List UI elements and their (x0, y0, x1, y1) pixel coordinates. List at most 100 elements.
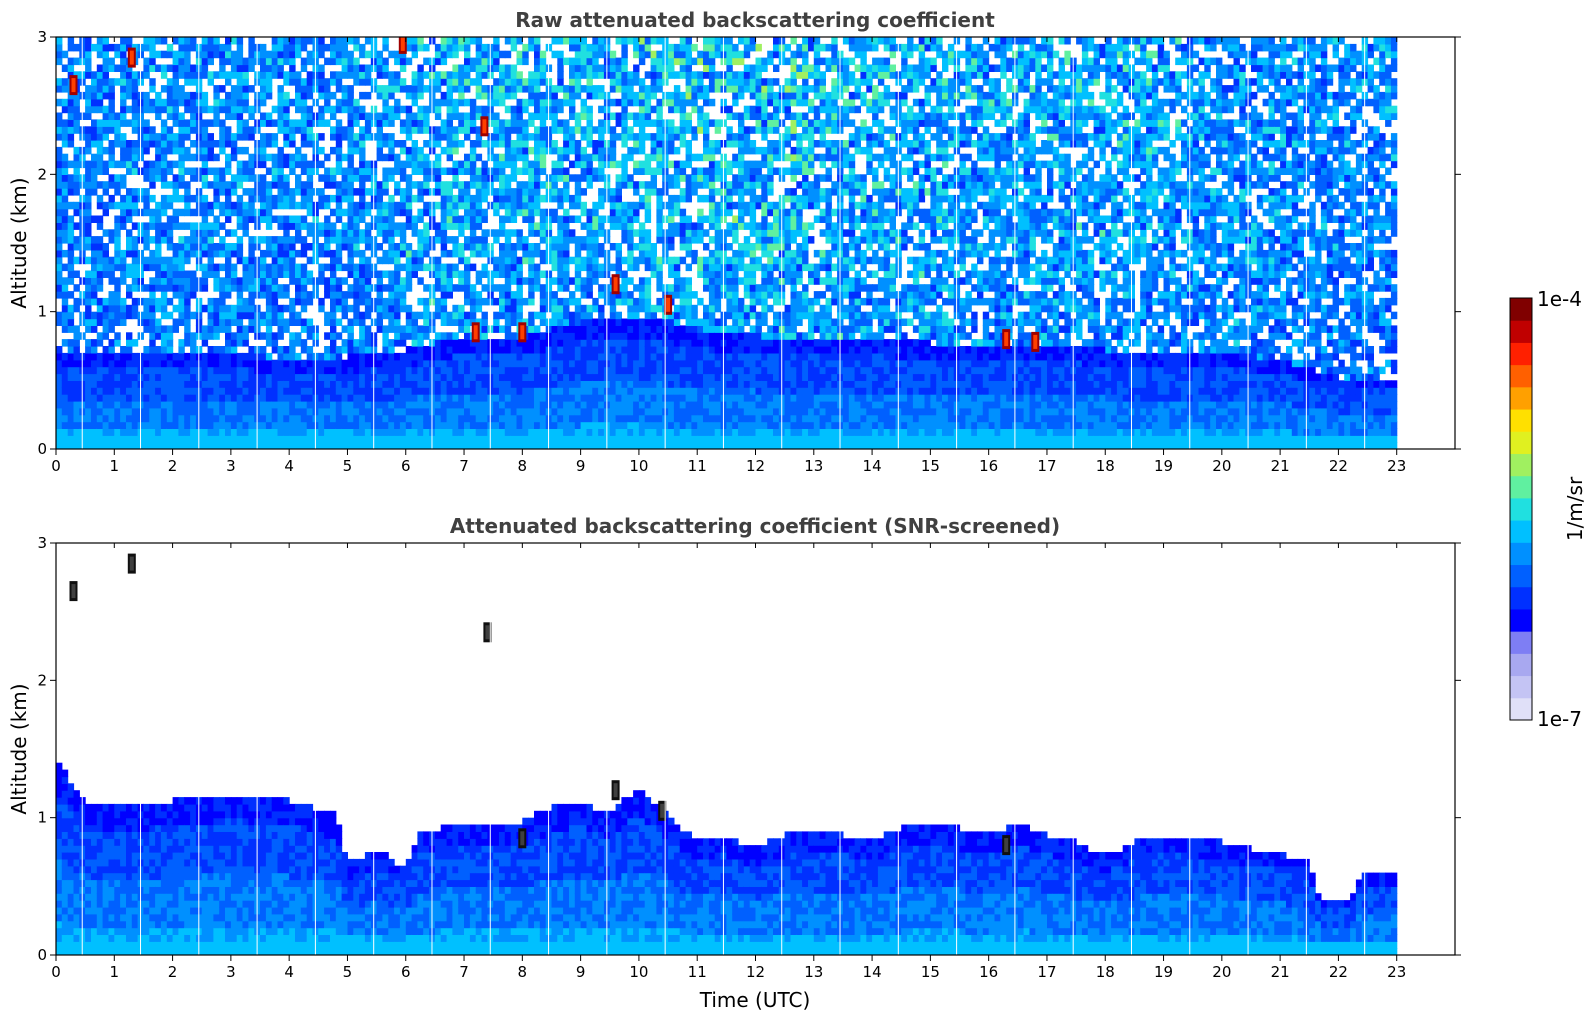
panel-raw-title: Raw attenuated backscattering coefficien… (515, 8, 995, 32)
colorbar-segment (1510, 453, 1532, 477)
x-tick-label: 2 (168, 457, 178, 475)
x-tick-label: 21 (1271, 963, 1290, 981)
colorbar-segment (1510, 497, 1532, 521)
aerosol-layer (518, 322, 527, 343)
x-tick-label: 16 (979, 963, 998, 981)
aerosol-layer (483, 622, 492, 643)
colorbar-min-label: 1e-7 (1537, 707, 1582, 731)
aerosol-layer (1031, 331, 1040, 352)
x-tick-label: 6 (401, 963, 411, 981)
y-tick-label: 3 (37, 28, 47, 46)
colorbar: 1e-4 1e-7 1/m/sr (1509, 287, 1587, 731)
y-tick-label: 1 (37, 303, 47, 321)
x-tick-label: 22 (1329, 963, 1348, 981)
aerosol-layer (398, 37, 407, 54)
colorbar-segment (1510, 542, 1532, 566)
x-tick-label: 8 (518, 457, 528, 475)
colorbar-label: 1/m/sr (1563, 476, 1587, 541)
panel-screened-x-ticks: 0 1 2 3 4 5 6 7 8 9 10 11 12 13 14 15 16 17 18 19 20 21 22 23 (51, 543, 1406, 981)
aerosol-layer (127, 47, 136, 68)
aerosol-layer (1002, 835, 1011, 856)
x-tick-label: 17 (1037, 457, 1056, 475)
panel-screened-y-ticks: 0 1 2 3 (37, 534, 1461, 964)
x-tick-label: 21 (1271, 457, 1290, 475)
x-tick-label: 10 (629, 963, 648, 981)
colorbar-segment (1510, 342, 1532, 366)
x-tick-label: 9 (576, 457, 586, 475)
aerosol-layer (127, 553, 136, 574)
colorbar-frame (1509, 297, 1533, 721)
x-tick-label: 12 (746, 457, 765, 475)
colorbar-segment (1510, 386, 1532, 410)
x-tick-label: 22 (1329, 457, 1348, 475)
panel-raw-y-ticks: 0 1 2 3 (37, 28, 1461, 458)
x-tick-label: 0 (51, 963, 61, 981)
panel-raw-ylabel: Altitude (km) (7, 177, 31, 308)
x-tick-label: 14 (863, 457, 882, 475)
colorbar-segment (1510, 653, 1532, 677)
x-tick-label: 20 (1212, 963, 1231, 981)
aerosol-layer (518, 828, 527, 849)
x-tick-label: 20 (1212, 457, 1231, 475)
x-tick-label: 15 (921, 457, 940, 475)
colorbar-segment (1510, 631, 1532, 654)
y-tick-label: 2 (37, 165, 47, 183)
aerosol-layer (664, 294, 673, 315)
colorbar-segment (1510, 697, 1532, 721)
x-tick-label: 4 (284, 457, 294, 475)
panel-screened-plot (56, 543, 1398, 955)
panel-screened-title: Attenuated backscattering coefficient (S… (450, 514, 1060, 538)
x-tick-label: 7 (459, 963, 469, 981)
colorbar-segment (1510, 475, 1532, 499)
x-tick-label: 18 (1096, 963, 1115, 981)
x-tick-label: 10 (629, 457, 648, 475)
colorbar-segment (1510, 520, 1532, 543)
x-tick-label: 23 (1387, 963, 1406, 981)
x-tick-label: 14 (863, 963, 882, 981)
x-tick-label: 17 (1037, 963, 1056, 981)
aerosol-layer (658, 800, 667, 821)
panel-raw: Raw attenuated backscattering coefficien… (7, 8, 1461, 475)
colorbar-max-label: 1e-4 (1537, 287, 1582, 311)
colorbar-segment (1510, 364, 1532, 388)
x-tick-label: 19 (1154, 963, 1173, 981)
colorbar-segment (1510, 431, 1532, 454)
x-tick-label: 6 (401, 457, 411, 475)
aerosol-layer (69, 581, 78, 602)
x-tick-label: 3 (226, 457, 236, 475)
aerosol-layer (471, 322, 480, 343)
colorbar-bar (1510, 298, 1532, 721)
x-tick-label: 8 (518, 963, 528, 981)
x-tick-label: 11 (688, 963, 707, 981)
x-tick-label: 11 (688, 457, 707, 475)
y-tick-label: 0 (37, 440, 47, 458)
panel-screened-ylabel: Altitude (km) (7, 683, 31, 814)
y-tick-label: 2 (37, 671, 47, 689)
x-tick-label: 23 (1387, 457, 1406, 475)
x-tick-label: 12 (746, 963, 765, 981)
colorbar-segment (1510, 586, 1532, 610)
x-tick-label: 5 (343, 963, 353, 981)
panel-screened-xlabel: Time (UTC) (699, 988, 811, 1012)
x-tick-label: 16 (979, 457, 998, 475)
colorbar-segment (1510, 608, 1532, 632)
x-tick-label: 4 (284, 963, 294, 981)
panel-raw-x-ticks: 0 1 2 3 4 5 6 7 8 9 10 11 12 13 14 15 16 17 18 19 20 21 22 23 (51, 37, 1406, 475)
x-tick-label: 19 (1154, 457, 1173, 475)
x-tick-label: 0 (51, 457, 61, 475)
x-tick-label: 13 (804, 963, 823, 981)
x-tick-label: 2 (168, 963, 178, 981)
aerosol-layer (611, 274, 620, 295)
y-tick-label: 1 (37, 809, 47, 827)
x-tick-label: 1 (110, 457, 120, 475)
x-tick-label: 5 (343, 457, 353, 475)
aerosol-layer (480, 116, 489, 137)
colorbar-segment (1510, 564, 1532, 588)
panel-screened: Attenuated backscattering coefficient (S… (7, 514, 1461, 1012)
colorbar-segment (1510, 409, 1532, 432)
colorbar-segment (1510, 675, 1532, 699)
x-tick-label: 7 (459, 457, 469, 475)
x-tick-label: 1 (110, 963, 120, 981)
colorbar-segment (1510, 320, 1532, 343)
